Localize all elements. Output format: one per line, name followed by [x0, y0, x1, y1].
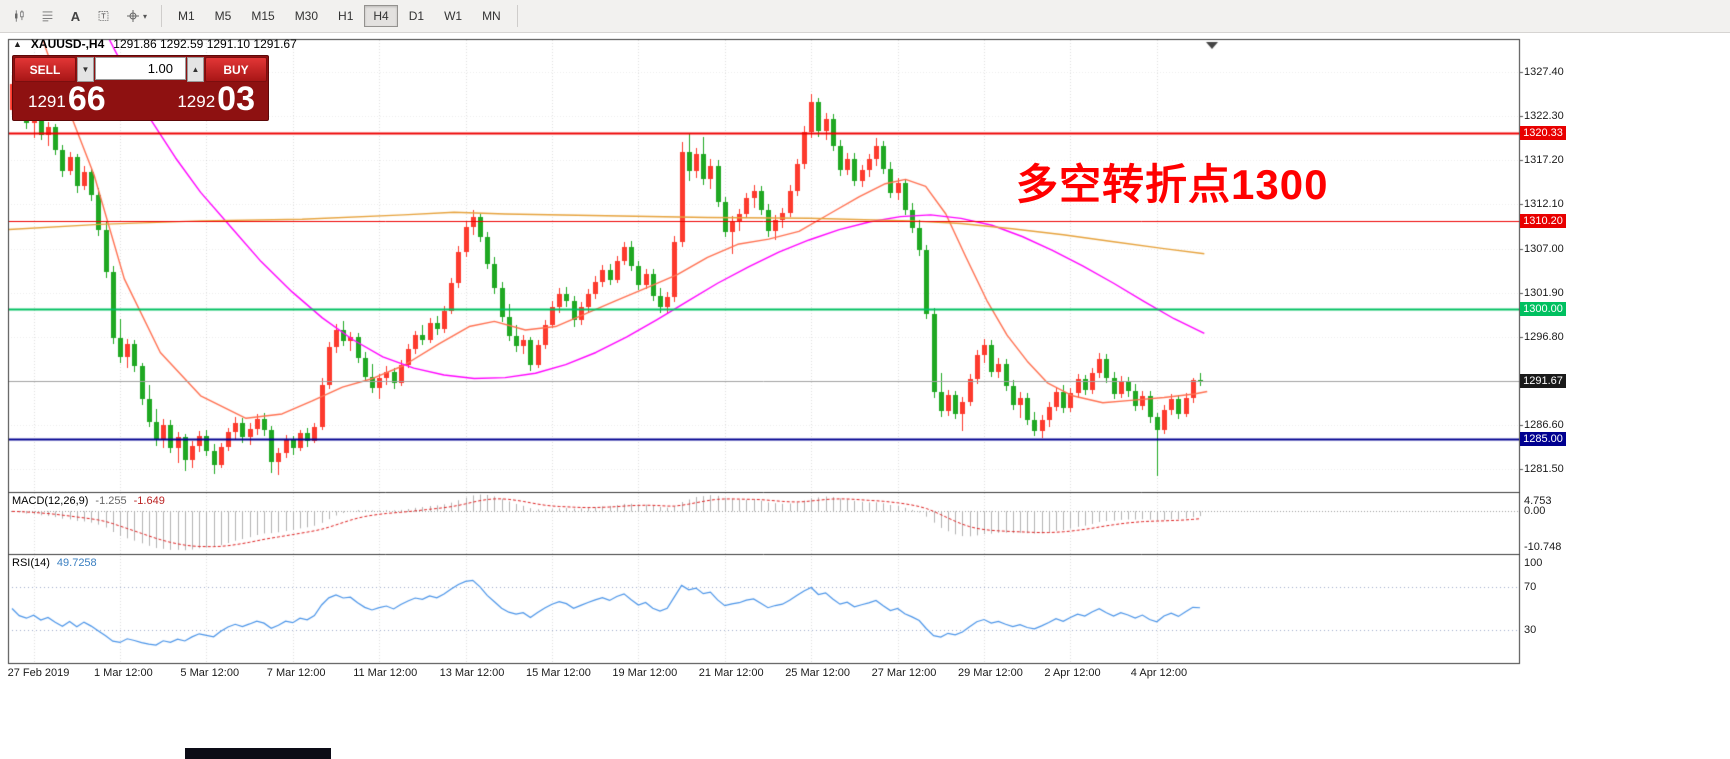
up-arrow-icon: ▲ — [191, 65, 200, 74]
indicator-list-icon[interactable] — [34, 4, 61, 28]
timeframe-m30[interactable]: M30 — [286, 5, 327, 27]
letter-a-glyph: A — [70, 8, 81, 24]
timeframe-m5[interactable]: M5 — [206, 5, 241, 27]
timeframe-mn[interactable]: MN — [473, 5, 510, 27]
buy-button[interactable]: BUY — [205, 57, 267, 82]
timeframe-m1[interactable]: M1 — [169, 5, 204, 27]
timeframe-m15[interactable]: M15 — [242, 5, 283, 27]
toolbar-separator — [161, 5, 162, 27]
chevron-down-icon: ▾ — [142, 11, 147, 21]
candlestick-chart-icon[interactable] — [6, 4, 33, 28]
volume-increase-button[interactable]: ▲ — [187, 57, 204, 82]
taskbar-fragment — [185, 748, 331, 759]
timeframe-w1[interactable]: W1 — [435, 5, 471, 27]
timeframe-h1[interactable]: H1 — [329, 5, 362, 27]
toolbar: A T ▾ M1 M5 M15 M30 H1 H4 D1 W1 MN — [0, 0, 1730, 33]
sell-button[interactable]: SELL — [14, 57, 76, 82]
timeframe-h4[interactable]: H4 — [364, 5, 398, 27]
text-tool-icon[interactable]: A — [62, 4, 89, 28]
crosshair-tool-icon[interactable]: ▾ — [118, 4, 154, 28]
toolbar-separator — [516, 5, 518, 27]
down-arrow-icon: ▼ — [81, 65, 90, 74]
trade-controls-row: SELL ▼ ▲ BUY — [14, 57, 267, 82]
cursor-tool-icon[interactable]: T — [90, 4, 117, 28]
chart-canvas[interactable] — [0, 33, 1730, 759]
chart-window: ▲ XAUUSD-,H4 1291.86 1292.59 1291.10 129… — [0, 33, 1730, 759]
volume-decrease-button[interactable]: ▼ — [77, 57, 94, 82]
svg-text:T: T — [101, 11, 106, 20]
volume-input[interactable] — [95, 57, 186, 80]
timeframe-d1[interactable]: D1 — [400, 5, 433, 27]
timeframe-bar: M1 M5 M15 M30 H1 H4 D1 W1 MN — [168, 5, 511, 27]
